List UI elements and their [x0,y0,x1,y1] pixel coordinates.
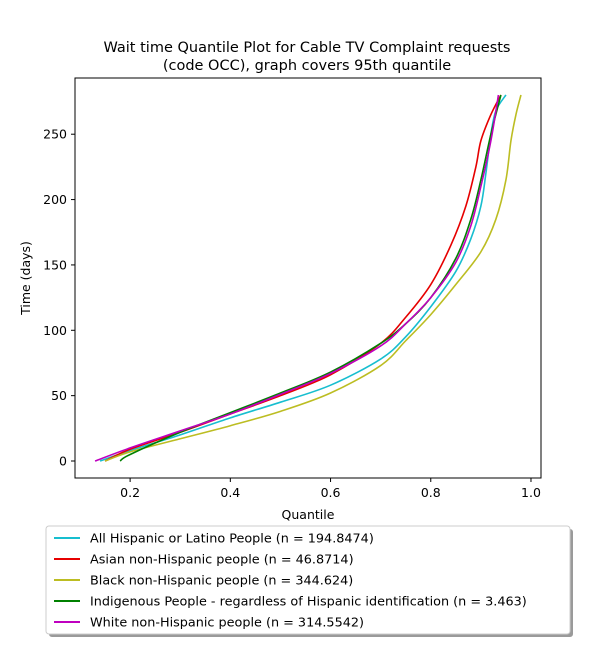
legend-entry-label: Black non-Hispanic people (n = 344.624) [90,574,353,589]
plot-area-frame [74,77,542,479]
y-axis-label: Time (days) [18,241,33,316]
legend-entry-label: Asian non-Hispanic people (n = 46.8714) [90,553,354,568]
chart-title-line-2: (code OCC), graph covers 95th quantile [163,58,451,74]
series-line [104,94,522,462]
y-axis-ticks: 0 50 100 150 200 250 [43,127,75,469]
legend-entries: All Hispanic or Latino People (n = 194.8… [54,532,527,631]
series-line [104,94,502,462]
legend: All Hispanic or Latino People (n = 194.8… [45,525,573,637]
x-axis-label: Quantile [282,507,335,522]
x-tick-label: 0.2 [120,485,140,500]
y-tick-label: 150 [43,257,67,272]
x-tick-label: 0.8 [421,485,441,500]
legend-entry-label: All Hispanic or Latino People (n = 194.8… [90,532,374,547]
series-line [94,94,500,462]
series-layer [94,94,522,462]
chart-title-line-1: Wait time Quantile Plot for Cable TV Com… [103,40,510,56]
x-tick-label: 0.4 [220,485,240,500]
x-axis-ticks: 0.2 0.4 0.6 0.8 1.0 [120,478,541,500]
y-tick-label: 0 [59,454,67,469]
x-tick-label: 1.0 [521,485,541,500]
x-tick-label: 0.6 [321,485,341,500]
y-tick-label: 50 [51,388,67,403]
series-line [119,94,502,462]
y-tick-label: 100 [43,323,67,338]
legend-entry-label: Indigenous People - regardless of Hispan… [90,595,527,610]
y-tick-label: 250 [43,127,67,142]
y-tick-label: 200 [43,192,67,207]
legend-box [45,525,571,635]
legend-entry-label: White non-Hispanic people (n = 314.5542) [90,616,364,631]
